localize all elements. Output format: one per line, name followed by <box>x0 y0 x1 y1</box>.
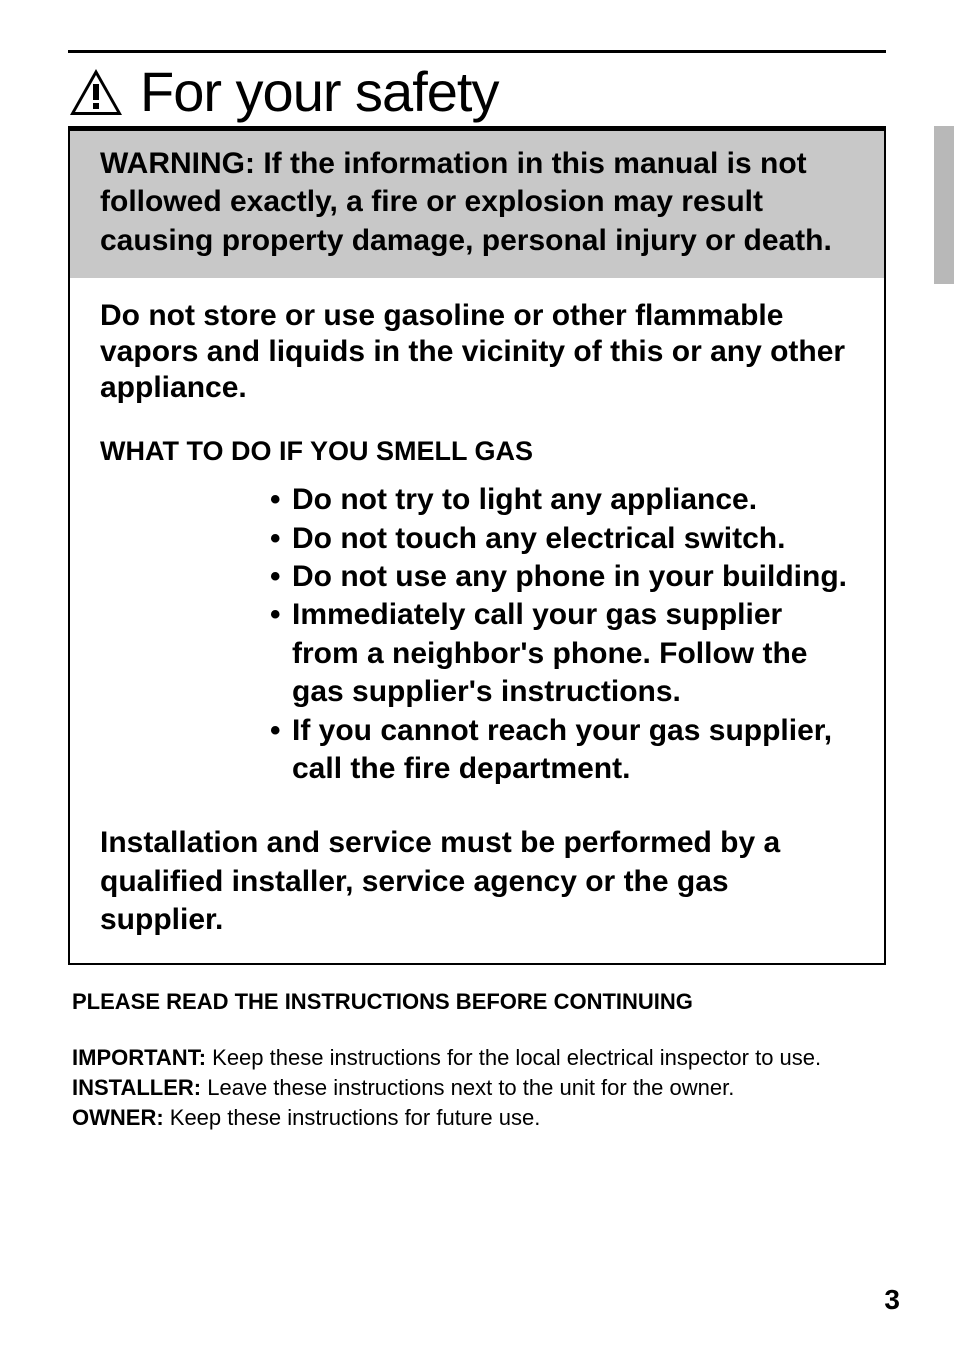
important-text: Keep these instructions for the local el… <box>206 1045 821 1070</box>
list-item: If you cannot reach your gas supplier, c… <box>270 712 854 789</box>
important-line: IMPORTANT: Keep these instructions for t… <box>72 1043 882 1073</box>
list-item: Do not try to light any appliance. <box>270 481 854 519</box>
page-number: 3 <box>884 1284 900 1316</box>
smell-gas-list: Do not try to light any appliance. Do no… <box>100 481 854 788</box>
title-row: For your safety <box>68 59 886 124</box>
install-service-text: Installation and service must be perform… <box>100 824 854 939</box>
warning-triangle-icon <box>68 67 124 117</box>
below-box: PLEASE READ THE INSTRUCTIONS BEFORE CONT… <box>68 989 886 1132</box>
warning-block: WARNING: If the information in this manu… <box>70 131 884 278</box>
owner-label: OWNER: <box>72 1105 164 1130</box>
list-item: Do not touch any electrical switch. <box>270 520 854 558</box>
important-label: IMPORTANT: <box>72 1045 206 1070</box>
instruction-notes: IMPORTANT: Keep these instructions for t… <box>72 1043 882 1132</box>
box-inner: Do not store or use gasoline or other fl… <box>70 278 884 963</box>
page-content: For your safety WARNING: If the informat… <box>0 0 954 1173</box>
list-item: Immediately call your gas supplier from … <box>270 596 854 711</box>
installer-label: INSTALLER: <box>72 1075 201 1100</box>
owner-text: Keep these instructions for future use. <box>164 1105 541 1130</box>
please-read-heading: PLEASE READ THE INSTRUCTIONS BEFORE CONT… <box>72 989 882 1015</box>
do-not-store-text: Do not store or use gasoline or other fl… <box>100 298 854 406</box>
side-tab <box>934 126 954 284</box>
installer-line: INSTALLER: Leave these instructions next… <box>72 1073 882 1103</box>
owner-line: OWNER: Keep these instructions for futur… <box>72 1103 882 1133</box>
page-title: For your safety <box>140 59 498 124</box>
warning-text: WARNING: If the information in this manu… <box>100 145 854 260</box>
safety-box: WARNING: If the information in this manu… <box>68 129 886 965</box>
smell-gas-heading: WHAT TO DO IF YOU SMELL GAS <box>100 436 854 467</box>
list-item: Do not use any phone in your building. <box>270 558 854 596</box>
installer-text: Leave these instructions next to the uni… <box>201 1075 734 1100</box>
top-rule <box>68 50 886 53</box>
